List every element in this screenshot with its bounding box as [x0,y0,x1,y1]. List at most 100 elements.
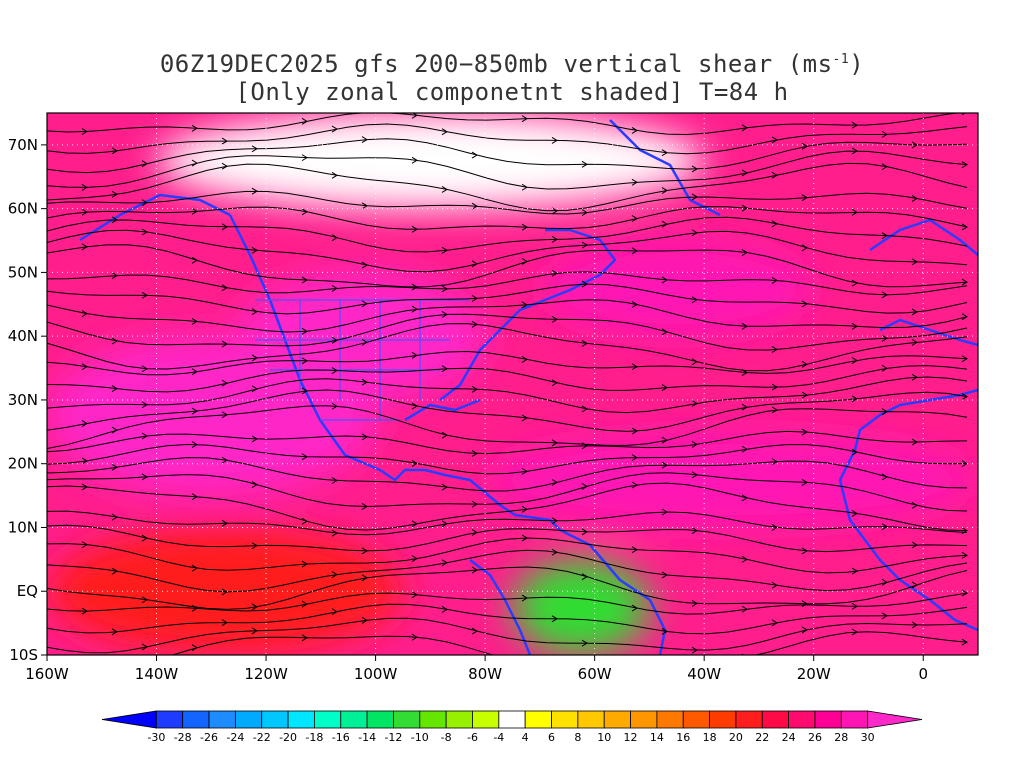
streamline-arrow [771,171,778,179]
streamline-arrow [801,391,808,399]
streamline-arrow [301,357,308,365]
x-axis: 160W 140W 120W 100W 80W 60W 40W 20W 0 [25,655,928,683]
streamline-arrow [741,605,748,613]
colorbar-swatch [419,710,447,729]
streamline-arrow [911,373,918,381]
colorbar-label: -20 [279,731,297,744]
streamline-arrow [471,202,478,210]
streamline-arrow [661,461,668,469]
streamline-arrow [471,320,478,328]
colorbar-swatch [867,710,923,729]
x-tick-label: 120W [244,665,288,683]
streamline-arrow [141,643,148,651]
streamline-arrow [221,223,228,231]
streamline-arrow [961,393,968,401]
streamline-arrow [581,573,588,581]
colorbar-label: 8 [574,731,581,744]
streamline [47,216,968,253]
streamline-arrow [301,117,308,125]
streamline-arrow [521,467,528,475]
streamline-arrow [741,369,748,377]
streamline [47,617,968,654]
streamline-arrow [691,165,698,173]
streamline-arrow [361,338,368,346]
streamline-arrow [191,159,198,167]
streamline-arrow [111,272,118,280]
streamline-arrow [301,600,308,608]
colorbar-swatch [788,710,816,729]
x-tick-label: 140W [135,665,179,683]
streamline-arrow [191,644,198,652]
streamline-arrow [111,463,118,471]
colorbar-swatch [314,710,342,729]
streamlines [47,113,968,667]
streamline-arrow [691,296,698,304]
streamline-arrow [141,365,148,373]
streamline-arrow [81,483,88,491]
streamline-arrow [771,581,778,589]
streamline-arrow [191,441,198,449]
streamline [47,603,968,635]
streamline-arrow [581,209,588,216]
x-tick-label: 0 [918,665,928,683]
streamline-arrow [471,500,478,508]
x-tick-label: 20W [797,665,831,683]
streamline-arrow [631,215,638,223]
streamline-arrow [111,426,118,434]
streamline-arrow [81,420,88,427]
streamline-arrow [961,223,968,231]
streamline-arrow [691,646,698,654]
streamline-arrow [522,661,527,667]
streamline-arrow [551,479,558,486]
streamline-arrow [221,137,228,145]
streamline-arrow [801,428,808,436]
streamline-arrow [81,208,88,216]
streamline-arrow [851,448,858,456]
streamline-arrow [961,313,968,321]
streamline-arrow [521,183,528,191]
colorbar-swatch [101,710,157,729]
y-tick-label: 10S [9,646,38,664]
streamline [47,283,968,315]
streamline-arrow [361,300,368,308]
colorbar-label: 28 [834,731,848,744]
colorbar: -30 -28 -26 -24 -22 -20 -18 -16 -14 -12 -10 -8 -6 -4 4… [101,710,923,744]
streamline-arrow [551,517,558,525]
colorbar-swatch [524,710,552,729]
streamline-arrow [881,163,888,171]
streamline-arrow [851,510,858,517]
streamline-arrow [331,402,338,410]
streamline-arrow [191,256,198,264]
colorbar-label: 4 [522,731,529,744]
streamline-arrow [551,439,558,447]
streamline-arrow [521,594,528,602]
y-tick-label: 20N [8,455,38,473]
streamline-arrow [251,385,258,393]
streamline-arrow [411,225,418,233]
shear-region-tropical-atlantic [485,431,978,528]
streamline-arrow [251,187,258,195]
streamline-arrow [851,121,858,129]
streamline-arrow [911,195,918,202]
streamline [47,313,968,351]
streamline-arrow [581,483,588,490]
streamline-arrow [191,124,198,132]
streamline-arrow [331,608,338,616]
streamline-arrow [191,604,198,612]
streamline-arrow [661,384,668,392]
colorbar-label: 30 [861,731,875,744]
streamline-arrow [81,183,88,191]
streamline [47,443,968,475]
streamline-arrow [911,501,918,509]
streamline-arrow [851,322,858,330]
colorbar-swatch [709,710,737,729]
streamline-arrow [881,578,888,586]
colorbar-swatch [682,710,710,729]
streamline [47,472,968,512]
streamline [47,323,968,372]
streamline-arrow [191,407,198,415]
colorbar-label: -22 [253,731,271,744]
streamline-arrow [251,481,258,488]
streamline-arrow [331,171,338,179]
